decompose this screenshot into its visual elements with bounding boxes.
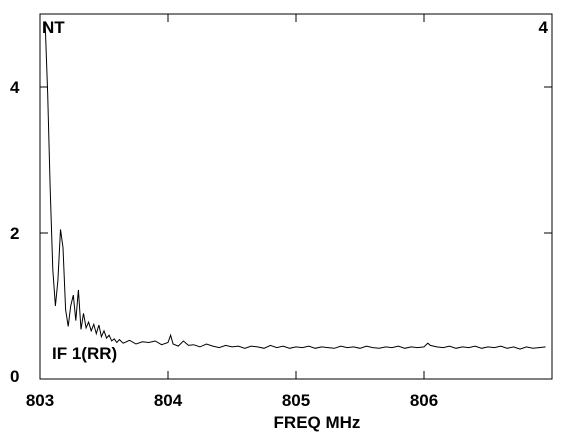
x-axis-label: FREQ MHz bbox=[274, 413, 361, 432]
y-tick-label: 4 bbox=[10, 78, 20, 97]
x-tick-label: 806 bbox=[410, 391, 438, 410]
corner-label-right: 4 bbox=[539, 18, 549, 37]
plot-frame bbox=[39, 13, 553, 380]
x-tick-label: 803 bbox=[26, 391, 54, 410]
tick-labels: 803 804 805 806 0 2 4 bbox=[10, 78, 438, 410]
corner-label-left: NT bbox=[42, 18, 65, 37]
y-tick-label: 0 bbox=[10, 367, 19, 386]
spectrum-trace bbox=[44, 21, 546, 350]
y-tick-label: 2 bbox=[10, 224, 19, 243]
series-annotation: IF 1(RR) bbox=[52, 344, 117, 363]
x-tick-label: 805 bbox=[282, 391, 310, 410]
axis-ticks bbox=[39, 14, 552, 380]
x-tick-label: 804 bbox=[154, 391, 183, 410]
